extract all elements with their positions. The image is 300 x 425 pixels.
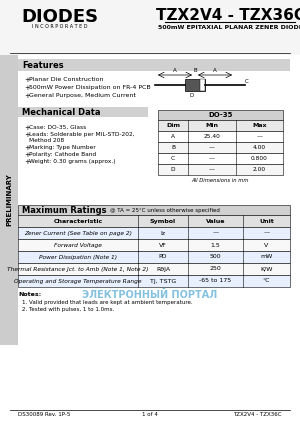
Text: Features: Features [22,60,64,70]
Bar [18,263,290,275]
Bar [18,251,290,263]
Text: Characteristic: Characteristic [53,218,103,224]
Text: PD: PD [159,255,167,260]
Text: TZX2V4 - TZX36C: TZX2V4 - TZX36C [155,8,300,23]
Bar [158,131,283,142]
Text: DO-35: DO-35 [208,112,233,118]
Text: —: — [256,134,262,139]
Text: Method 208: Method 208 [29,138,64,143]
Text: 0.800: 0.800 [251,156,268,161]
Text: Notes:: Notes: [18,292,41,297]
Text: +: + [24,85,30,91]
Text: Dim: Dim [166,123,180,128]
Text: Power Dissipation (Note 1): Power Dissipation (Note 1) [39,255,117,260]
Bar [0,55,18,345]
Text: 2.00: 2.00 [253,167,266,172]
Text: 4.00: 4.00 [253,145,266,150]
Text: 25.40: 25.40 [203,134,220,139]
Bar [18,275,290,287]
Text: 500mW EPITAXIAL PLANAR ZENER DIODE: 500mW EPITAXIAL PLANAR ZENER DIODE [158,25,300,29]
Bar [18,215,290,227]
Text: 500: 500 [210,255,221,260]
Text: ЭЛЕКТРОННЫЙ ПОРТАЛ: ЭЛЕКТРОННЫЙ ПОРТАЛ [82,290,218,300]
Text: Iz: Iz [160,230,166,235]
Text: Mechanical Data: Mechanical Data [22,108,100,116]
Text: TJ, TSTG: TJ, TSTG [150,278,176,283]
Text: Marking: Type Number: Marking: Type Number [29,145,96,150]
Bar [18,205,290,215]
Text: A: A [173,68,177,73]
Text: D: D [190,93,194,98]
Text: 1. Valid provided that leads are kept at ambient temperature.: 1. Valid provided that leads are kept at… [22,300,193,305]
Text: Value: Value [206,218,225,224]
Text: —: — [212,230,219,235]
Text: °C: °C [263,278,270,283]
Text: C: C [245,79,249,84]
Text: -65 to 175: -65 to 175 [200,278,232,283]
Text: I N C O R P O R A T E D: I N C O R P O R A T E D [32,23,88,28]
Text: DS30089 Rev. 1P-5: DS30089 Rev. 1P-5 [18,413,70,417]
Text: 2. Tested with pulses, 1 to 1.0ms.: 2. Tested with pulses, 1 to 1.0ms. [22,307,114,312]
Text: Maximum Ratings: Maximum Ratings [22,206,106,215]
Text: —: — [209,156,215,161]
Text: +: + [24,132,30,138]
Text: Planar Die Construction: Planar Die Construction [29,77,104,82]
Text: +: + [24,125,30,131]
Text: K/W: K/W [260,266,273,272]
Text: @ TA = 25°C unless otherwise specified: @ TA = 25°C unless otherwise specified [110,207,220,212]
Text: —: — [263,230,270,235]
Text: Thermal Resistance Jct. to Amb (Note 1, Note 2): Thermal Resistance Jct. to Amb (Note 1, … [7,266,149,272]
Text: 250: 250 [210,266,221,272]
Text: mW: mW [260,255,273,260]
Bar [18,239,290,251]
Text: VF: VF [159,243,167,247]
Text: Symbol: Symbol [150,218,176,224]
Text: D: D [171,167,175,172]
Text: All Dimensions in mm: All Dimensions in mm [192,178,249,183]
Text: Forward Voltage: Forward Voltage [54,243,102,247]
Text: +: + [24,145,30,151]
Text: Leads: Solderable per MIL-STD-202,: Leads: Solderable per MIL-STD-202, [29,132,135,137]
Text: —: — [209,145,215,150]
Text: V: V [264,243,268,247]
Text: 500mW Power Dissipation on FR-4 PCB: 500mW Power Dissipation on FR-4 PCB [29,85,151,90]
Text: —: — [209,167,215,172]
Text: RθJA: RθJA [156,266,170,272]
Bar [158,110,283,120]
Text: B: B [193,68,197,73]
Bar [158,164,283,175]
Text: +: + [24,159,30,165]
Bar [0,0,300,55]
Text: B: B [171,145,175,150]
Text: A: A [171,134,175,139]
Text: Case: DO-35, Glass: Case: DO-35, Glass [29,125,86,130]
Text: Unit: Unit [259,218,274,224]
Bar [158,153,283,164]
Text: Polarity: Cathode Band: Polarity: Cathode Band [29,152,96,157]
Bar [200,79,205,91]
Text: DIODES: DIODES [21,8,99,26]
Text: Min: Min [205,123,218,128]
Bar [18,227,290,239]
Text: 1.5: 1.5 [211,243,220,247]
Text: Max: Max [252,123,266,128]
Text: TZX2V4 - TZX36C: TZX2V4 - TZX36C [233,413,282,417]
Bar [185,79,205,91]
Text: Zener Current (See Table on page 2): Zener Current (See Table on page 2) [24,230,132,235]
Bar [158,120,283,131]
Text: General Purpose, Medium Current: General Purpose, Medium Current [29,93,136,98]
Text: PRELIMINARY: PRELIMINARY [6,174,12,227]
Text: +: + [24,93,30,99]
Text: +: + [24,152,30,158]
Text: Operating and Storage Temperature Range: Operating and Storage Temperature Range [14,278,142,283]
Bar [18,59,290,71]
Bar [18,107,148,117]
Text: A: A [213,68,217,73]
Text: 1 of 4: 1 of 4 [142,413,158,417]
Text: Weight: 0.30 grams (approx.): Weight: 0.30 grams (approx.) [29,159,116,164]
Text: C: C [171,156,175,161]
Bar [158,142,283,153]
Text: +: + [24,77,30,83]
